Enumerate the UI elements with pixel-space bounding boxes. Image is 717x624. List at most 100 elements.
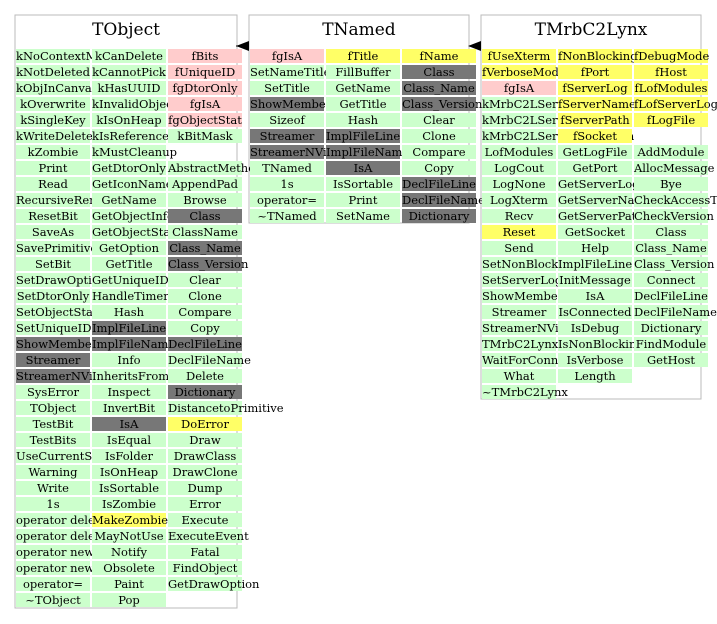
member-connect: Connect (634, 273, 708, 287)
member-dictionary: Dictionary (634, 321, 708, 335)
member-flogfile: fLogFile (634, 113, 708, 127)
member-isconnected: IsConnected (558, 305, 632, 319)
member-declfileline: DeclFileLine (402, 177, 476, 191)
member-kcandelete: kCanDelete (92, 49, 166, 63)
member-implfileline: ImplFileLine (92, 321, 167, 335)
member-getservername: GetServerName (558, 193, 653, 207)
member-fillbuffer: FillBuffer (326, 65, 400, 79)
member-compare: Compare (402, 145, 476, 159)
member-print: Print (326, 193, 400, 207)
member-kmustcleanup: kMustCleanup (92, 145, 177, 159)
member-getlogfile: GetLogFile (558, 145, 632, 159)
member-fusexterm: fUseXterm (482, 49, 556, 63)
member-isa: IsA (326, 161, 400, 175)
member-fsocket: fSocket (558, 129, 632, 143)
member-browse: Browse (168, 193, 242, 207)
member-setname: SetName (326, 209, 400, 223)
member-streamernvirtual: StreamerNVirtual (250, 145, 355, 159)
member-kwritedelete: kWriteDelete (16, 129, 93, 143)
member-ksinglekey: kSingleKey (16, 113, 90, 127)
member-executeevent: ExecuteEvent (168, 529, 249, 543)
member-waitforconnection: WaitForConnection (482, 353, 595, 367)
member-sizeof: Sizeof (250, 113, 324, 127)
member-getserverlog: GetServerLog (558, 177, 640, 191)
member-getobjectstat: GetObjectStat (92, 225, 175, 239)
member-lognone: LogNone (482, 177, 556, 191)
member-getobjectinfo: GetObjectInfo (92, 209, 174, 223)
inheritance-arrow-tmrbc2lynx (468, 41, 481, 51)
member-operator-new: operator new[] (16, 561, 104, 575)
tmrbc2lynx-box (480, 14, 702, 400)
member-maynotuse: MayNotUse (92, 529, 166, 543)
member-class-version: Class_Version (168, 257, 249, 271)
class-title-tmrbc2lynx: TMrbC2Lynx (534, 20, 648, 40)
member-warning: Warning (16, 465, 90, 479)
member-fverbosemode: fVerboseMode (482, 65, 566, 79)
member-setserverlog: SetServerLog (482, 273, 563, 287)
member-operator-new: operator new (16, 545, 95, 559)
member-notify: Notify (92, 545, 166, 559)
member-class-name: Class_Name (168, 241, 242, 255)
member-compare: Compare (168, 305, 242, 319)
member-tobject: TObject (16, 401, 90, 415)
member-fgisa: fgIsA (482, 81, 556, 95)
member-streamernvirtual: StreamerNVirtual (482, 321, 587, 335)
member-hash: Hash (326, 113, 400, 127)
member-fgdtoronly: fgDtorOnly (168, 81, 242, 95)
member-dump: Dump (168, 481, 242, 495)
member-isverbose: IsVerbose (558, 353, 632, 367)
member-setnonblocking: SetNonBlocking (482, 257, 577, 271)
member-tnamed: ~TNamed (250, 209, 324, 223)
member-setuniqueid: SetUniqueID (16, 321, 92, 335)
member-execute: Execute (168, 513, 242, 527)
member-implfileline: ImplFileLine (326, 129, 401, 143)
member-initmessage: InitMessage (558, 273, 632, 287)
member-getserverpath: GetServerPath (558, 209, 644, 223)
member-declfileline: DeclFileLine (634, 289, 708, 303)
member-length: Length (558, 369, 632, 383)
member-1s: 1s (250, 177, 324, 191)
member-clone: Clone (402, 129, 476, 143)
member-findobject: FindObject (168, 561, 242, 575)
member-funiqueid: fUniqueID (168, 65, 242, 79)
member-khasuuid: kHasUUID (92, 81, 166, 95)
member-inheritsfrom: InheritsFrom (92, 369, 170, 383)
member-lofmodules: LofModules (482, 145, 556, 159)
member-kbitmask: kBitMask (168, 129, 242, 143)
member-what: What (482, 369, 556, 383)
member-fgisa: fgIsA (168, 97, 242, 111)
member-getname: GetName (326, 81, 400, 95)
member-read: Read (16, 177, 90, 191)
member-fdebugmode: fDebugMode (634, 49, 710, 63)
member-isa: IsA (558, 289, 632, 303)
member-isonheap: IsOnHeap (92, 465, 166, 479)
member-kmrbc2lserverlogcout: kMrbC2LServerLogCout (482, 97, 627, 111)
member-operator: operator= (16, 577, 90, 591)
member-invertbit: InvertBit (92, 401, 166, 415)
member-kmrbc2lserverlognone: kMrbC2LServerLogNone (482, 113, 630, 127)
member-gethost: GetHost (634, 353, 708, 367)
member-kzombie: kZombie (16, 145, 90, 159)
member-resetbit: ResetBit (16, 209, 90, 223)
member-kobjincanvas: kObjInCanvas (16, 81, 98, 95)
member-isa: IsA (92, 417, 166, 431)
member-checkversion: CheckVersion (634, 209, 714, 223)
class-title-tnamed: TNamed (322, 20, 396, 40)
member-setnametitle: SetNameTitle (250, 65, 331, 79)
member-logxterm: LogXterm (482, 193, 556, 207)
member-showmembers: ShowMembers (16, 337, 104, 351)
member-getdtoronly: GetDtorOnly (92, 161, 166, 175)
member-allocmessage: AllocMessage (634, 161, 715, 175)
member-class-version: Class_Version (402, 97, 483, 111)
member-issortable: IsSortable (326, 177, 400, 191)
member-tmrbc2lynx: ~TMrbC2Lynx (482, 385, 568, 399)
member-issortable: IsSortable (92, 481, 166, 495)
member-inspect: Inspect (92, 385, 166, 399)
member-fserverlog: fServerLog (558, 81, 632, 95)
member-setobjectstat: SetObjectStat (16, 305, 98, 319)
member-getport: GetPort (558, 161, 632, 175)
member-error: Error (168, 497, 242, 511)
member-draw: Draw (168, 433, 242, 447)
member-fport: fPort (558, 65, 632, 79)
member-settitle: SetTitle (250, 81, 324, 95)
